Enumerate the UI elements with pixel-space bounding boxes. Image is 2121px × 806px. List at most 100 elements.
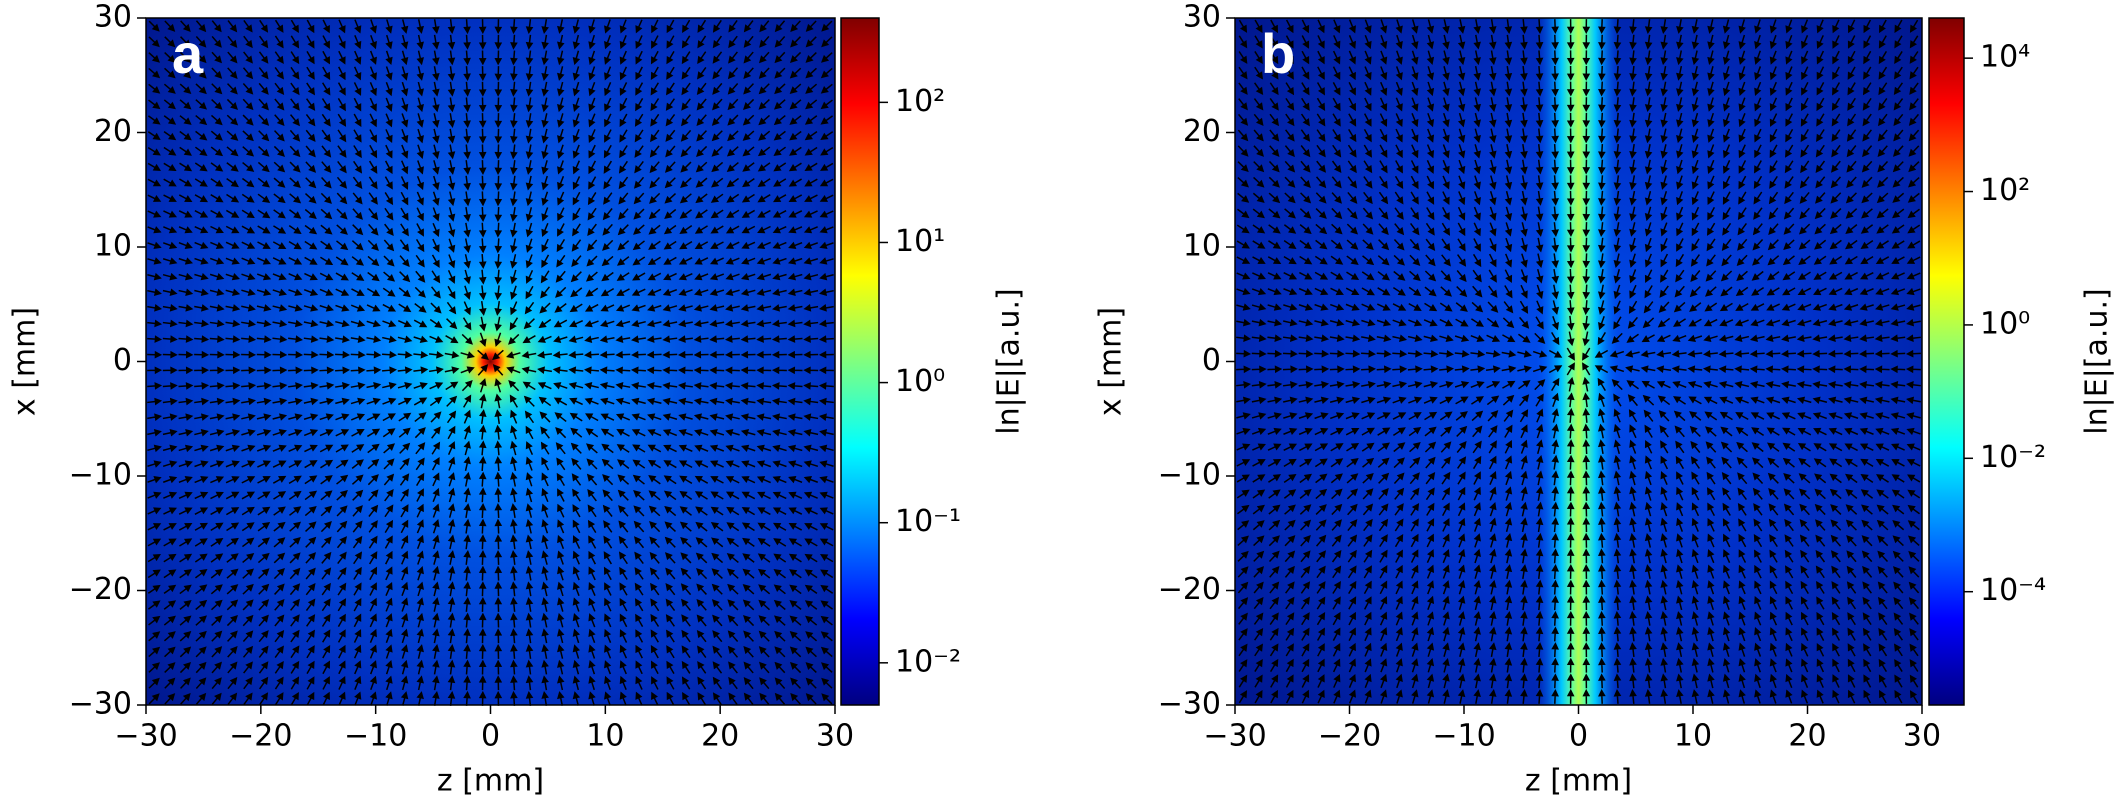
- field-arrow: [1816, 689, 1824, 704]
- field-arrow: [709, 366, 725, 375]
- field-arrow: [1566, 673, 1575, 689]
- field-arrow: [510, 50, 518, 66]
- field-arrow: [227, 630, 238, 642]
- field-arrow: [1458, 159, 1466, 175]
- field-arrow: [680, 145, 692, 158]
- field-arrow: [257, 225, 271, 234]
- field-arrow: [447, 518, 456, 534]
- field-arrow: [1676, 533, 1684, 548]
- field-arrow: [648, 224, 661, 235]
- field-arrow: [804, 115, 818, 125]
- field-arrow: [1859, 427, 1874, 435]
- field-arrow: [1878, 612, 1888, 625]
- field-arrow: [1551, 65, 1559, 81]
- y-tick-label: −10: [69, 458, 132, 493]
- field-arrow: [366, 366, 382, 375]
- field-arrow: [678, 444, 693, 453]
- field-arrow: [525, 550, 534, 565]
- field-arrow: [1501, 365, 1517, 373]
- field-arrow: [147, 115, 161, 125]
- field-arrow: [1347, 160, 1357, 174]
- field-arrow: [1283, 473, 1297, 483]
- field-arrow: [194, 413, 209, 421]
- field-arrow: [619, 145, 628, 159]
- field-arrow: [773, 114, 786, 126]
- field-arrow: [1551, 688, 1559, 704]
- field-arrow: [1410, 160, 1419, 174]
- field-arrow: [400, 535, 409, 549]
- field-arrow: [821, 20, 833, 32]
- field-arrow: [416, 128, 424, 144]
- field-arrow: [1566, 548, 1575, 564]
- field-arrow: [290, 660, 300, 674]
- field-arrow: [1598, 190, 1606, 206]
- field-arrow: [273, 521, 286, 532]
- field-arrow: [694, 444, 709, 452]
- field-arrow: [1236, 443, 1251, 451]
- field-arrow: [726, 193, 740, 203]
- field-arrow: [1877, 160, 1889, 173]
- field-arrow: [1815, 176, 1826, 189]
- field-arrow: [1799, 176, 1810, 189]
- field-arrow: [804, 178, 818, 187]
- field-arrow: [1237, 176, 1249, 188]
- field-arrow: [1535, 222, 1544, 237]
- field-arrow: [617, 489, 629, 501]
- field-arrow: [712, 67, 723, 80]
- field-arrow: [682, 19, 691, 33]
- field-arrow: [290, 82, 300, 96]
- field-arrow: [1816, 611, 1825, 626]
- field-arrow: [147, 507, 162, 515]
- field-arrow: [696, 583, 707, 595]
- field-arrow: [463, 659, 471, 675]
- field-arrow: [1844, 443, 1858, 452]
- field-arrow: [447, 285, 456, 300]
- field-arrow: [447, 19, 456, 35]
- field-arrow: [1347, 144, 1357, 158]
- field-arrow: [1551, 517, 1559, 533]
- field-arrow: [1676, 222, 1684, 237]
- field-arrow: [788, 178, 802, 187]
- field-arrow: [664, 177, 676, 189]
- field-arrow: [432, 97, 440, 113]
- field-arrow: [257, 177, 270, 188]
- field-arrow: [226, 114, 239, 126]
- field-arrow: [1598, 657, 1606, 673]
- field-arrow: [164, 36, 176, 48]
- field-arrow: [351, 429, 365, 437]
- field-arrow: [178, 397, 194, 406]
- field-arrow: [1893, 113, 1904, 126]
- field-arrow: [1471, 318, 1484, 327]
- field-arrow: [1691, 657, 1700, 673]
- field-arrow: [787, 257, 803, 265]
- field-arrow: [1738, 113, 1746, 128]
- field-arrow: [743, 20, 754, 33]
- field-arrow: [1252, 504, 1265, 515]
- field-arrow: [226, 568, 239, 579]
- field-arrow: [662, 429, 678, 437]
- field-arrow: [1457, 66, 1466, 81]
- field-arrow: [1252, 208, 1265, 219]
- field-arrow: [288, 397, 303, 406]
- field-arrow: [557, 628, 565, 644]
- field-arrow: [178, 194, 193, 202]
- field-arrow: [727, 114, 739, 126]
- field-arrow: [195, 661, 207, 674]
- field-arrow: [1769, 534, 1778, 548]
- field-arrow: [1722, 175, 1731, 190]
- field-arrow: [195, 584, 208, 595]
- field-arrow: [1627, 316, 1638, 329]
- field-arrow: [1488, 455, 1497, 470]
- field-arrow: [665, 598, 676, 612]
- field-arrow: [1796, 396, 1812, 404]
- field-arrow: [541, 144, 549, 160]
- field-arrow: [773, 522, 787, 531]
- field-arrow: [447, 50, 456, 66]
- field-arrow: [256, 382, 272, 390]
- field-arrow: [1847, 627, 1856, 641]
- field-arrow: [584, 382, 599, 390]
- field-arrow: [525, 628, 534, 644]
- field-arrow: [633, 520, 645, 533]
- field-arrow: [242, 537, 255, 548]
- field-arrow: [1846, 160, 1857, 173]
